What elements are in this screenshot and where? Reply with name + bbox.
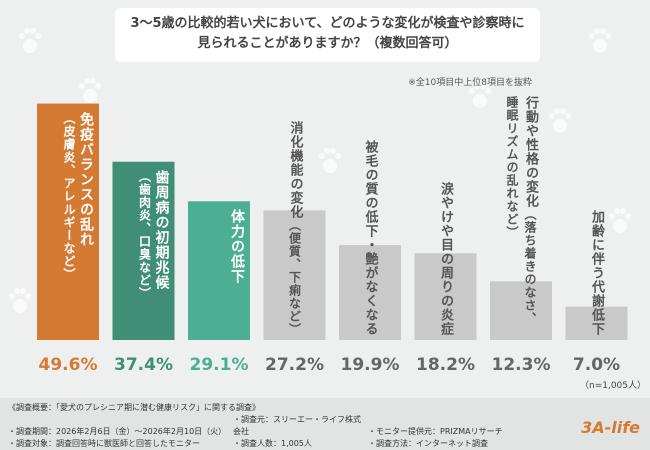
note: ※全10項目中上位8項目を抜粋	[408, 78, 532, 88]
category-label: 涙やけや目の周りの炎症	[437, 182, 454, 336]
sample-size: （n=1,005人）	[580, 381, 647, 391]
value-label: 37.4%	[114, 355, 173, 375]
logo: 3A-life	[581, 418, 640, 437]
category-name: 免疫バランスの乱れ	[78, 111, 94, 247]
category-note: （歯肉炎、口臭など）	[137, 169, 152, 300]
footer-item: ・モニター提供元：PRIZMAリサーチ	[368, 427, 503, 436]
category-note: （皮膚炎、アレルギーなど）	[62, 111, 76, 281]
value-label: 49.6%	[38, 355, 98, 375]
value-label: 18.2%	[416, 355, 475, 375]
paw-decoration	[589, 28, 611, 53]
footer-item: ・調査人数：1,005人	[233, 439, 312, 448]
bar	[490, 281, 552, 340]
bar	[263, 210, 326, 340]
value-label: 7.0%	[572, 355, 621, 375]
bar	[188, 201, 250, 340]
bar	[339, 245, 401, 340]
footer-item: ・調査方法：インターネット調査	[368, 439, 488, 448]
paw-decoration	[79, 78, 101, 103]
footer-item: ・調査対象：調査回答時に獣医師と回答したモニター	[8, 439, 200, 448]
paw-decoration	[9, 288, 31, 313]
footer-row: ・調査対象：調査回答時に獣医師と回答したモニター ・調査人数：1,005人 ・調査方…	[8, 438, 642, 450]
category-note: （落ち着きのなさ、睡眠リズムの乱れなど）	[505, 96, 537, 325]
bar	[414, 253, 477, 340]
footer-item: ・調査元：スリーエー・ライフ株式会社	[233, 415, 361, 436]
chart-title: 3～5歳の比較的若い犬において、どのような変化が検査や診察時に見られることがあり…	[115, 8, 540, 62]
category-label: 加齢に伴う代謝低下	[588, 210, 605, 336]
category-name: 歯周病の初期兆候	[153, 169, 170, 290]
category-label: 行動や性格の変化（落ち着きのなさ、睡眠リズムの乱れなど）	[503, 96, 539, 336]
paw-decoration	[469, 83, 491, 108]
category-label: 歯周病の初期兆候 （歯肉炎、口臭など）	[136, 170, 170, 300]
category-label: 被毛の質の低下・艶がなくなる	[362, 140, 379, 336]
footer-row: ・調査期間：2026年2月6日（金）～2026年2月10日（火） ・調査元：スリー…	[8, 414, 642, 438]
footer-item: ・調査期間：2026年2月6日（金）～2026年2月10日（火）	[8, 427, 227, 436]
paw-decoration	[609, 208, 631, 233]
paw-decoration	[549, 108, 571, 133]
value-label: 29.1%	[189, 355, 249, 375]
value-label: 27.2%	[265, 355, 324, 375]
category-label: 消化機能の変化（便質、下痢など）	[286, 121, 304, 336]
category-label: 免疫バランスの乱れ （皮膚炎、アレルギーなど）	[60, 112, 94, 281]
category-name: 加齢に伴う代謝低下	[589, 210, 604, 336]
category-note: （便質、下痢など）	[287, 219, 302, 336]
category-name: 涙やけや目の周りの炎症	[438, 182, 453, 336]
value-label: 12.3%	[491, 355, 551, 375]
category-name: 行動や性格の変化	[523, 96, 538, 208]
paw-decoration	[319, 148, 341, 173]
footer: 《調査概要：「愛犬のプレシニア期に潜む健康リスク」に関する調査》 ・調査期間：2…	[0, 398, 650, 450]
category-label: 体力の低下	[228, 209, 245, 284]
category-name: 消化機能の変化	[287, 121, 303, 219]
category-name: 被毛の質の低下・艶がなくなる	[362, 140, 378, 336]
footer-heading: 《調査概要：「愛犬のプレシニア期に潜む健康リスク」に関する調査》	[8, 403, 260, 412]
bar	[37, 103, 99, 340]
paw-decoration	[19, 28, 41, 53]
value-label: 19.9%	[340, 355, 400, 375]
bar	[112, 161, 175, 340]
category-name: 体力の低下	[229, 209, 245, 285]
bar	[565, 306, 628, 340]
